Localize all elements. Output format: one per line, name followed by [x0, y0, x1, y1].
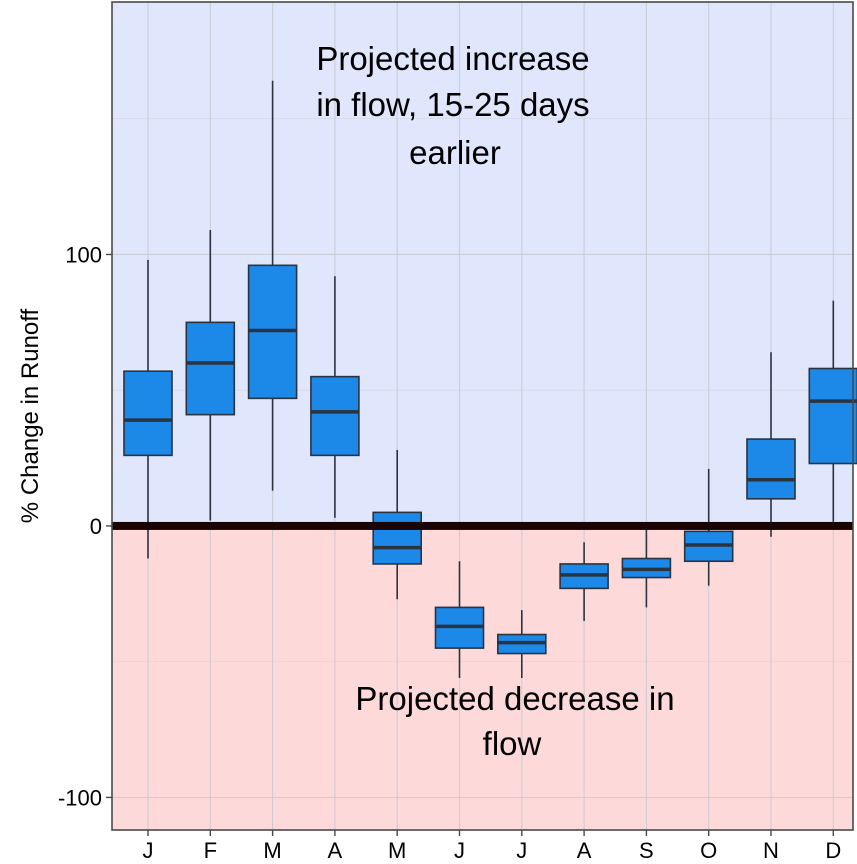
box-body — [185, 321, 236, 416]
box-body — [746, 438, 796, 500]
y-tick-label: -100 — [58, 785, 102, 810]
box-12 — [808, 300, 857, 524]
box-body — [310, 375, 360, 457]
box-10 — [683, 468, 734, 586]
annotation-increase-line: in flow, 15-25 days — [316, 86, 589, 123]
x-tick-label: F — [204, 838, 217, 863]
box-2 — [185, 230, 236, 521]
box-body — [808, 367, 857, 465]
y-tick-label: 0 — [90, 514, 102, 539]
box-body — [372, 511, 423, 565]
box-body — [123, 370, 173, 457]
x-tick-label: J — [516, 838, 527, 863]
increase-region — [112, 2, 853, 526]
y-axis-label: % Change in Runoff — [17, 308, 44, 523]
annotation-increase-line: Projected increase — [316, 40, 589, 77]
box-9 — [621, 525, 672, 608]
box-5 — [372, 449, 423, 600]
box-6 — [434, 561, 485, 678]
x-tick-label: J — [143, 838, 154, 863]
x-tick-label: S — [639, 838, 654, 863]
x-tick-label: J — [454, 838, 465, 863]
box-1 — [123, 259, 173, 559]
zero-line — [112, 521, 853, 530]
annotation-decrease-line: Projected decrease in — [355, 680, 674, 717]
annotation-increase-line: earlier — [409, 134, 501, 171]
x-tick-label: M — [263, 838, 281, 863]
x-tick-label: A — [577, 838, 592, 863]
decrease-region — [112, 525, 853, 830]
x-tick-label: A — [328, 838, 343, 863]
panel-border — [111, 1, 854, 831]
x-tick-label: N — [763, 838, 779, 863]
box-8 — [559, 542, 609, 621]
box-4 — [310, 276, 360, 518]
x-tick-label: M — [388, 838, 406, 863]
annotation-decrease-line: flow — [483, 725, 542, 762]
x-tick-label: O — [700, 838, 717, 863]
x-tick-label: D — [825, 838, 841, 863]
y-tick-label: 100 — [65, 242, 102, 267]
box-11 — [746, 352, 796, 537]
box-3 — [247, 80, 298, 491]
box-7 — [496, 610, 547, 678]
